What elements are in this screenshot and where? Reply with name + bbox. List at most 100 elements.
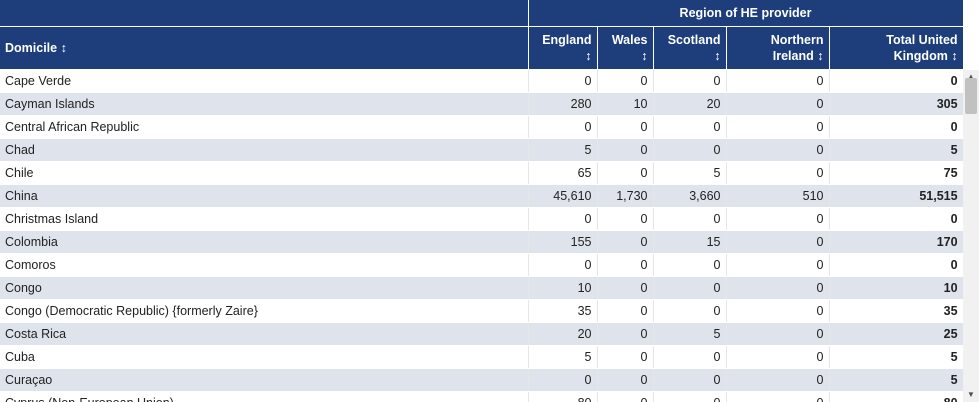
table-row: Chad 5 0 0 0 5 xyxy=(0,138,964,162)
table-row: Colombia 155 0 15 0 170 xyxy=(0,230,964,254)
cell-wales: 0 xyxy=(597,391,654,402)
cell-ni: 0 xyxy=(726,299,830,323)
cell-scotland: 3,660 xyxy=(653,184,727,208)
cell-total: 0 xyxy=(829,69,964,93)
cell-england: 155 xyxy=(528,230,598,254)
column-header-label: Northern Ireland xyxy=(770,33,824,63)
cell-ni: 510 xyxy=(726,184,830,208)
cell-domicile: Congo xyxy=(0,276,529,300)
cell-ni: 0 xyxy=(726,69,830,93)
column-header-label: Domicile xyxy=(5,41,58,55)
cell-ni: 0 xyxy=(726,230,830,254)
cell-total: 305 xyxy=(829,92,964,116)
scroll-down-icon[interactable]: ▼ xyxy=(967,390,975,399)
sort-icon[interactable]: ↕ xyxy=(714,49,721,63)
cell-scotland: 0 xyxy=(653,207,727,231)
cell-ni: 0 xyxy=(726,253,830,277)
cell-domicile: Central African Republic xyxy=(0,115,529,139)
cell-total: 51,515 xyxy=(829,184,964,208)
cell-scotland: 0 xyxy=(653,138,727,162)
table-row: Cuba 5 0 0 0 5 xyxy=(0,345,964,369)
cell-domicile: Chad xyxy=(0,138,529,162)
column-header-total-united-kingdom[interactable]: Total United Kingdom ↕ xyxy=(829,26,964,70)
cell-wales: 10 xyxy=(597,92,654,116)
cell-england: 5 xyxy=(528,345,598,369)
cell-domicile: Christmas Island xyxy=(0,207,529,231)
cell-wales: 1,730 xyxy=(597,184,654,208)
cell-total: 75 xyxy=(829,161,964,185)
cell-ni: 0 xyxy=(726,276,830,300)
cell-england: 0 xyxy=(528,207,598,231)
sort-icon[interactable]: ↕ xyxy=(641,49,648,63)
column-header-label: Wales xyxy=(611,33,648,47)
vertical-scrollbar[interactable]: ▲ ▼ xyxy=(963,70,979,402)
table-row: Central African Republic 0 0 0 0 0 xyxy=(0,115,964,139)
cell-domicile: China xyxy=(0,184,529,208)
column-header-northern-ireland[interactable]: Northern Ireland ↕ xyxy=(726,26,830,70)
sort-icon[interactable]: ↕ xyxy=(585,49,592,63)
cell-wales: 0 xyxy=(597,115,654,139)
header-blank-cell xyxy=(0,0,529,27)
table-row: Curaçao 0 0 0 0 5 xyxy=(0,368,964,392)
cell-england: 0 xyxy=(528,253,598,277)
cell-total: 5 xyxy=(829,138,964,162)
cell-domicile: Colombia xyxy=(0,230,529,254)
table-row: Cayman Islands 280 10 20 0 305 xyxy=(0,92,964,116)
cell-total: 80 xyxy=(829,391,964,402)
cell-wales: 0 xyxy=(597,345,654,369)
column-header-scotland[interactable]: Scotland ↕ xyxy=(653,26,727,70)
cell-wales: 0 xyxy=(597,161,654,185)
header-gutter xyxy=(963,0,979,70)
cell-domicile: Comoros xyxy=(0,253,529,277)
cell-england: 10 xyxy=(528,276,598,300)
sort-icon[interactable]: ↕ xyxy=(60,41,67,55)
cell-ni: 0 xyxy=(726,161,830,185)
cell-england: 20 xyxy=(528,322,598,346)
cell-england: 5 xyxy=(528,138,598,162)
table-row: Cyprus (Non-European Union)8000080 xyxy=(0,391,964,402)
cell-wales: 0 xyxy=(597,230,654,254)
cell-domicile: Chile xyxy=(0,161,529,185)
cell-scotland: 0 xyxy=(653,299,727,323)
column-header-label: Scotland xyxy=(667,33,721,47)
column-header-domicile[interactable]: Domicile ↕ xyxy=(0,26,529,70)
cell-england: 0 xyxy=(528,115,598,139)
cell-wales: 0 xyxy=(597,322,654,346)
cell-domicile: Cayman Islands xyxy=(0,92,529,116)
region-group-header: Region of HE provider xyxy=(528,0,964,27)
cell-domicile: Cuba xyxy=(0,345,529,369)
cell-total: 0 xyxy=(829,207,964,231)
column-header-label: Total United Kingdom xyxy=(886,33,958,63)
cell-scotland: 0 xyxy=(653,368,727,392)
cell-ni: 0 xyxy=(726,368,830,392)
cell-wales: 0 xyxy=(597,299,654,323)
cell-ni: 0 xyxy=(726,207,830,231)
cell-england: 0 xyxy=(528,368,598,392)
sort-icon[interactable]: ↕ xyxy=(817,49,824,63)
sort-icon[interactable]: ↕ xyxy=(951,49,958,63)
table-row: Congo 10 0 0 0 10 xyxy=(0,276,964,300)
cell-total: 25 xyxy=(829,322,964,346)
table-row: Chile 65 0 5 0 75 xyxy=(0,161,964,185)
cell-wales: 0 xyxy=(597,207,654,231)
cell-domicile: Curaçao xyxy=(0,368,529,392)
column-header-england[interactable]: England ↕ xyxy=(528,26,598,70)
cell-wales: 0 xyxy=(597,276,654,300)
cell-scotland: 20 xyxy=(653,92,727,116)
table-row: Congo (Democratic Republic) {formerly Za… xyxy=(0,299,964,323)
cell-scotland: 5 xyxy=(653,322,727,346)
cell-england: 35 xyxy=(528,299,598,323)
cell-domicile: Cape Verde xyxy=(0,69,529,93)
cell-total: 170 xyxy=(829,230,964,254)
scrollbar-thumb[interactable] xyxy=(965,78,977,114)
cell-scotland: 0 xyxy=(653,69,727,93)
cell-ni: 0 xyxy=(726,322,830,346)
column-header-wales[interactable]: Wales ↕ xyxy=(597,26,654,70)
cell-domicile: Costa Rica xyxy=(0,322,529,346)
cell-scotland: 0 xyxy=(653,115,727,139)
scroll-up-icon[interactable]: ▲ xyxy=(967,72,975,81)
cell-ni: 0 xyxy=(726,92,830,116)
cell-domicile: Cyprus (Non-European Union) xyxy=(0,391,529,402)
cell-domicile: Congo (Democratic Republic) {formerly Za… xyxy=(0,299,529,323)
